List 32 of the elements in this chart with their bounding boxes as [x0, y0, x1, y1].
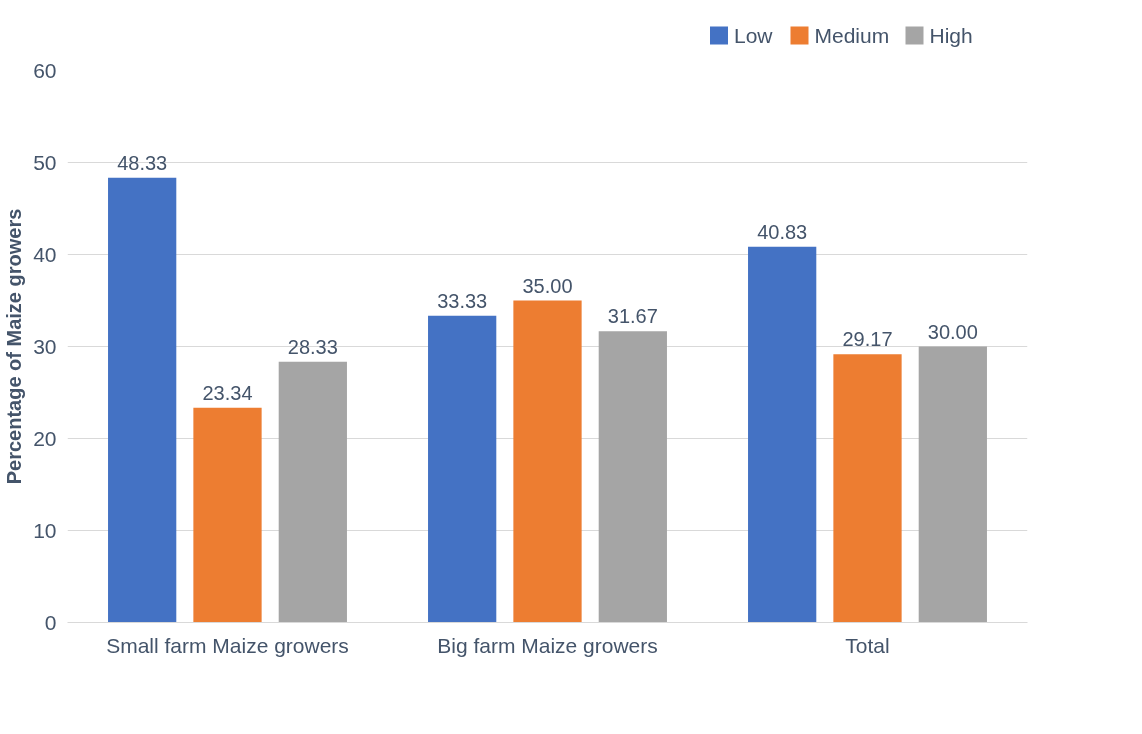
bar: [598, 331, 667, 623]
y-tick-label: 60: [33, 58, 57, 82]
bar: [278, 361, 347, 623]
y-tick-label: 30: [33, 334, 57, 358]
data-label: 31.67: [607, 305, 658, 328]
bar: [108, 177, 177, 623]
x-tick-label: Big farm Maize growers: [437, 633, 658, 657]
y-tick-label: 40: [33, 242, 57, 266]
data-label: 48.33: [117, 151, 168, 174]
bar: [513, 300, 582, 623]
data-label: 33.33: [437, 289, 488, 312]
bar: [833, 354, 902, 623]
y-tick-label: 0: [44, 610, 57, 634]
data-label: 29.17: [842, 328, 893, 351]
data-label: 23.34: [202, 381, 253, 404]
legend-label: Medium: [814, 24, 890, 47]
bar: [193, 407, 262, 623]
y-tick-label: 50: [33, 150, 57, 174]
data-label: 30.00: [927, 320, 978, 343]
bar: [748, 246, 817, 623]
bar: [428, 315, 497, 623]
data-label: 35.00: [522, 274, 573, 297]
legend-label: Low: [734, 24, 774, 47]
x-tick-label: Small farm Maize growers: [106, 633, 349, 657]
x-tick-label: Total: [845, 633, 890, 657]
y-tick-label: 20: [33, 426, 57, 450]
data-label: 40.83: [757, 220, 808, 243]
data-label: 28.33: [287, 335, 338, 358]
y-tick-label: 10: [33, 518, 57, 542]
y-axis-title: Percentage of Maize growers: [3, 208, 26, 485]
bar: [918, 346, 987, 623]
legend-label: High: [929, 24, 973, 47]
